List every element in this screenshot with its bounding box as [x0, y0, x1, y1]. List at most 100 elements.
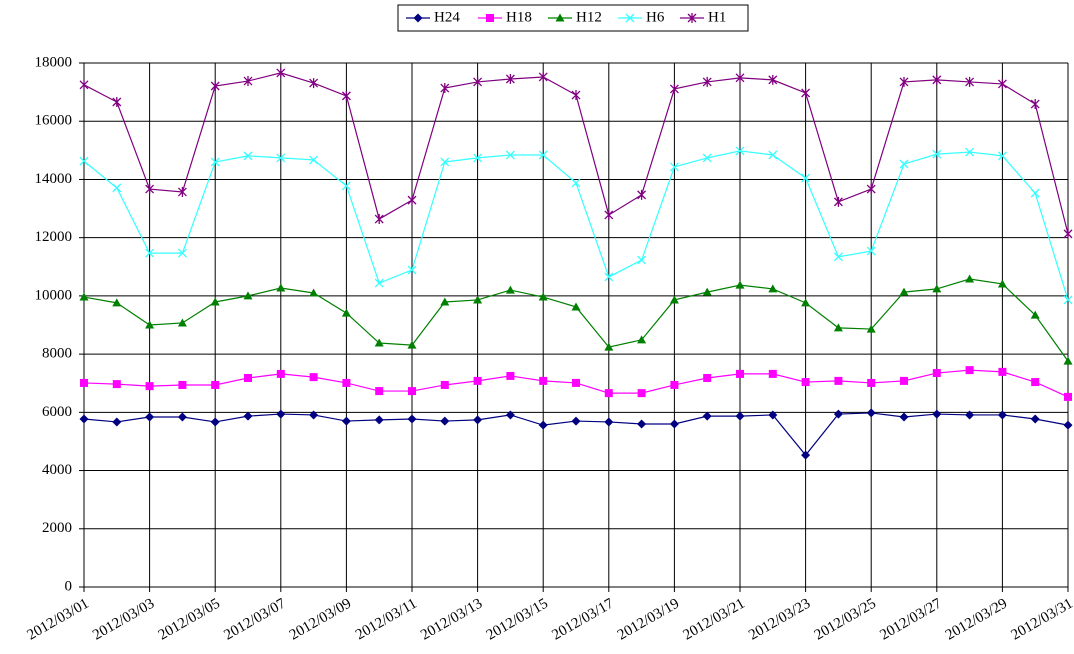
- marker-shape: [276, 283, 286, 292]
- marker-shape: [604, 272, 614, 282]
- marker: [735, 72, 745, 83]
- marker-shape: [440, 416, 450, 426]
- marker-shape: [145, 184, 155, 195]
- marker-shape: [866, 324, 876, 333]
- marker: [768, 150, 778, 160]
- marker-shape: [604, 417, 614, 427]
- marker-shape: [341, 308, 351, 317]
- marker: [309, 288, 319, 297]
- marker: [801, 87, 811, 98]
- marker: [538, 71, 548, 82]
- x-tick-label: 2012/03/15: [484, 596, 551, 644]
- marker: [669, 419, 679, 429]
- marker: [309, 373, 318, 382]
- marker: [145, 320, 155, 329]
- marker: [555, 13, 565, 22]
- marker: [735, 411, 745, 421]
- marker-shape: [177, 412, 187, 422]
- x-tick-label: 2012/03/23: [746, 596, 813, 644]
- marker-shape: [341, 416, 351, 426]
- marker: [440, 83, 450, 94]
- marker-shape: [637, 255, 647, 265]
- marker: [243, 151, 253, 161]
- marker-shape: [177, 248, 187, 258]
- marker-shape: [145, 382, 154, 391]
- marker: [965, 410, 975, 420]
- marker: [210, 297, 220, 306]
- marker: [571, 416, 581, 426]
- marker: [801, 450, 811, 460]
- marker: [341, 308, 351, 317]
- x-tick-label: 2012/03/31: [1009, 596, 1074, 644]
- marker-shape: [637, 189, 647, 200]
- marker: [736, 369, 744, 378]
- y-tick-label: 8000: [42, 346, 72, 362]
- marker: [1030, 188, 1040, 198]
- marker-shape: [735, 280, 745, 289]
- legend-label: H1: [708, 9, 726, 25]
- marker-shape: [342, 378, 351, 387]
- marker-shape: [768, 369, 777, 378]
- marker-shape: [210, 80, 220, 91]
- marker-shape: [243, 291, 253, 300]
- marker-shape: [833, 196, 843, 207]
- marker-shape: [932, 284, 942, 293]
- marker: [637, 189, 647, 200]
- marker-shape: [505, 150, 515, 160]
- marker-shape: [112, 417, 122, 427]
- marker-shape: [833, 252, 843, 262]
- marker: [341, 416, 351, 426]
- marker-shape: [625, 13, 635, 23]
- marker-shape: [932, 149, 942, 159]
- marker-shape: [932, 74, 942, 85]
- marker: [637, 255, 647, 265]
- marker: [80, 378, 88, 387]
- marker-shape: [309, 373, 318, 382]
- marker-shape: [702, 287, 712, 296]
- marker-shape: [177, 318, 187, 327]
- marker: [342, 378, 351, 387]
- legend: H24 H18 H12 H6 H1: [397, 4, 749, 32]
- marker-shape: [768, 150, 778, 160]
- y-tick-label: 4000: [42, 462, 72, 478]
- x-tick-label: 2012/03/27: [877, 595, 945, 643]
- marker-shape: [244, 373, 252, 382]
- marker: [374, 278, 384, 288]
- y-tick-label: 14000: [35, 171, 73, 187]
- marker-shape: [309, 410, 319, 420]
- x-tick-label: 2012/03/07: [221, 595, 289, 643]
- marker-shape: [243, 411, 253, 421]
- marker-shape: [374, 338, 384, 347]
- x-tick-label: 2012/03/29: [943, 596, 1010, 644]
- marker: [538, 420, 548, 430]
- marker-shape: [801, 173, 811, 183]
- marker-shape: [571, 178, 581, 188]
- marker-shape: [309, 78, 319, 89]
- marker: [866, 184, 876, 195]
- marker: [572, 378, 580, 387]
- marker-shape: [473, 376, 482, 385]
- marker: [244, 373, 252, 382]
- x-tick-label: 2012/03/19: [615, 596, 682, 644]
- marker-shape: [703, 373, 712, 382]
- marker: [1064, 392, 1072, 401]
- marker: [112, 298, 122, 307]
- marker-shape: [374, 278, 384, 288]
- marker-shape: [997, 78, 1007, 89]
- marker: [702, 411, 712, 421]
- marker-shape: [834, 376, 843, 385]
- marker: [505, 410, 515, 420]
- marker-shape: [899, 76, 909, 87]
- marker-shape: [473, 295, 483, 304]
- marker-shape: [211, 380, 220, 389]
- marker-shape: [473, 153, 483, 163]
- marker: [473, 153, 483, 163]
- marker: [407, 265, 417, 275]
- x-tick-label: 2012/03/17: [549, 595, 617, 643]
- marker: [309, 78, 319, 89]
- marker-shape: [1030, 310, 1040, 319]
- marker-shape: [210, 417, 220, 427]
- marker: [768, 410, 778, 420]
- marker-shape: [997, 279, 1007, 288]
- marker-shape: [341, 181, 351, 191]
